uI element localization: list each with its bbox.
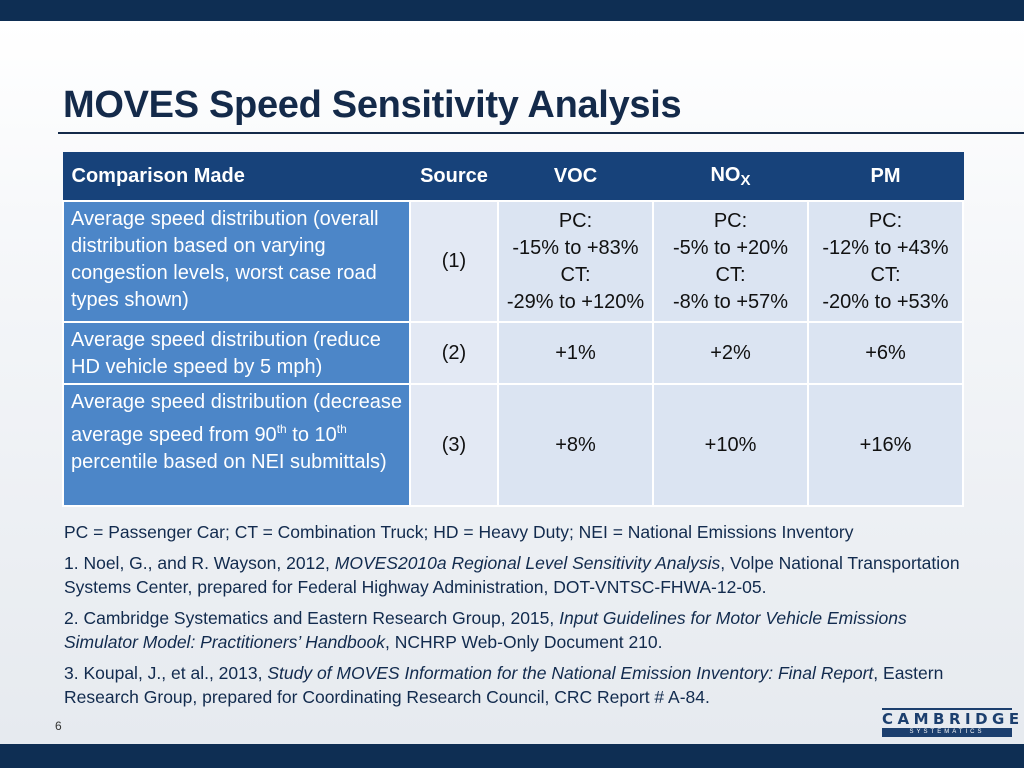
voc-cell: +8% (497, 383, 654, 507)
nox-pc-range: -5% to +20% (672, 236, 789, 259)
voc-ct-range: -29% to +120% (506, 290, 645, 313)
header-nox-main: NO (710, 164, 741, 186)
source-cell: (3) (409, 383, 499, 507)
voc-cell: PC: -15% to +83% CT: -29% to +120% (497, 200, 654, 323)
reference-text: , Eastern Research Group, prepared for C… (64, 663, 944, 707)
pm-cell: +16% (807, 383, 964, 507)
reference-2: 2. Cambridge Systematics and Eastern Res… (64, 606, 964, 654)
comparison-cell: Average speed distribution (decrease ave… (62, 383, 411, 507)
slide-title: MOVES Speed Sensitivity Analysis (63, 84, 682, 126)
voc-pc-range: -15% to +83% (512, 236, 639, 259)
comparison-text: percentile based on NEI submittals) (71, 451, 387, 473)
comparison-text: to 10 (286, 424, 337, 446)
table-row: Average speed distribution (decrease ave… (62, 383, 964, 507)
header-comparison: Comparison Made (62, 152, 411, 202)
abbreviation-legend: PC = Passenger Car; CT = Combination Tru… (64, 522, 854, 542)
reference-title: Input Guidelines for Motor Vehicle Emiss… (64, 608, 907, 652)
reference-text: 1. Noel, G., and R. Wayson, 2012, (64, 553, 335, 573)
header-voc: VOC (497, 152, 654, 202)
reference-text: , NCHRP Web-Only Document 210. (385, 632, 663, 652)
header-pm: PM (807, 152, 964, 202)
nox-ct-label: CT: (715, 263, 746, 286)
title-rule (58, 132, 1024, 134)
pm-pc-label: PC: (868, 209, 903, 232)
reference-title: MOVES2010a Regional Level Sensitivity An… (334, 553, 721, 573)
voc-pc-label: PC: (558, 209, 593, 232)
table-row: Average speed distribution (reduce HD ve… (62, 321, 964, 385)
header-source: Source (409, 152, 499, 202)
reference-3: 3. Koupal, J., et al., 2013, Study of MO… (64, 661, 964, 709)
logo-rule (882, 708, 1012, 710)
nox-ct-range: -8% to +57% (672, 290, 789, 313)
top-band (0, 0, 1024, 21)
logo-wordmark: CAMBRIDGE (882, 710, 1024, 728)
comparison-cell: Average speed distribution (overall dist… (62, 200, 411, 323)
page-number: 6 (55, 719, 62, 733)
nox-cell: +2% (652, 321, 809, 385)
table-header-row: Comparison Made Source VOC NOX PM (62, 152, 964, 202)
voc-ct-label: CT: (560, 263, 591, 286)
notes-section: PC = Passenger Car; CT = Combination Tru… (64, 520, 964, 716)
header-nox-sub: X (740, 172, 751, 189)
logo-subtitle: SYSTEMATICS (882, 728, 1012, 737)
pm-pc-range: -12% to +43% (822, 236, 949, 259)
reference-title: Study of MOVES Information for the Natio… (267, 663, 874, 683)
reference-text: 3. Koupal, J., et al., 2013, (64, 663, 268, 683)
nox-cell: PC: -5% to +20% CT: -8% to +57% (652, 200, 809, 323)
ordinal-suffix: th (276, 422, 287, 436)
nox-pc-label: PC: (713, 209, 748, 232)
source-cell: (1) (409, 200, 499, 323)
pm-cell: +6% (807, 321, 964, 385)
pm-ct-label: CT: (870, 263, 901, 286)
reference-1: 1. Noel, G., and R. Wayson, 2012, MOVES2… (64, 551, 964, 599)
pm-cell: PC: -12% to +43% CT: -20% to +53% (807, 200, 964, 323)
pm-ct-range: -20% to +53% (822, 290, 949, 313)
reference-text: , Volpe National Transportation Systems … (64, 553, 960, 597)
table-row: Average speed distribution (overall dist… (62, 200, 964, 323)
reference-text: 2. Cambridge Systematics and Eastern Res… (64, 608, 560, 628)
nox-cell: +10% (652, 383, 809, 507)
cambridge-systematics-logo: CAMBRIDGE SYSTEMATICS (882, 708, 1024, 740)
source-cell: (2) (409, 321, 499, 385)
header-nox: NOX (652, 152, 809, 202)
ordinal-suffix: th (336, 422, 347, 436)
sensitivity-table: Comparison Made Source VOC NOX PM Averag… (62, 152, 964, 507)
comparison-text: Average speed distribution (decrease ave… (71, 391, 402, 446)
bottom-band (0, 744, 1024, 768)
comparison-cell: Average speed distribution (reduce HD ve… (62, 321, 411, 385)
voc-cell: +1% (497, 321, 654, 385)
